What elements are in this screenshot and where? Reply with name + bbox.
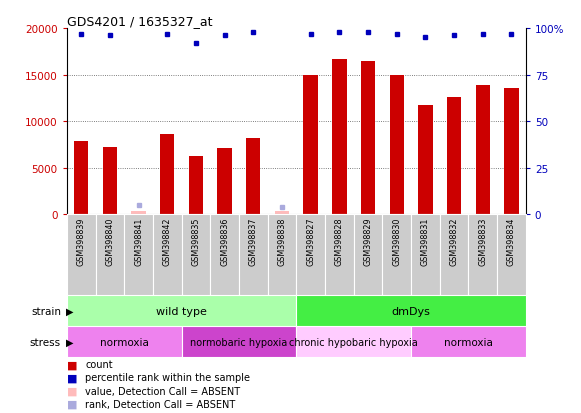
Bar [181,326,296,357]
Text: ■: ■ [67,373,77,382]
Text: stress: stress [30,337,61,347]
FancyBboxPatch shape [354,215,382,295]
Bar [67,295,296,326]
Text: ▶: ▶ [66,306,73,316]
Text: GSM398839: GSM398839 [77,217,85,266]
FancyBboxPatch shape [440,215,468,295]
Text: percentile rank within the sample: percentile rank within the sample [85,373,250,382]
Text: normoxia: normoxia [100,337,149,347]
Text: ■: ■ [67,399,77,409]
Bar [411,326,526,357]
Text: GSM398836: GSM398836 [220,217,229,266]
Bar [361,62,375,215]
Text: dmDys: dmDys [392,306,431,316]
FancyBboxPatch shape [497,215,526,295]
Bar [504,88,519,215]
FancyBboxPatch shape [239,215,268,295]
Text: GSM398831: GSM398831 [421,217,430,266]
Text: GSM398828: GSM398828 [335,217,344,266]
Text: GSM398840: GSM398840 [105,217,114,266]
Text: GSM398827: GSM398827 [306,217,315,266]
Bar [447,97,461,215]
Bar [131,212,146,215]
FancyBboxPatch shape [325,215,354,295]
FancyBboxPatch shape [181,215,210,295]
Bar [332,59,346,215]
FancyBboxPatch shape [95,215,124,295]
Text: GSM398834: GSM398834 [507,217,516,266]
Bar [296,326,411,357]
Text: count: count [85,359,113,369]
Text: ■: ■ [67,359,77,369]
Bar [246,138,260,215]
Text: GSM398830: GSM398830 [392,217,401,266]
Bar [303,75,318,215]
Text: GSM398838: GSM398838 [278,217,286,266]
FancyBboxPatch shape [67,215,95,295]
Text: GSM398835: GSM398835 [191,217,200,266]
Bar [74,141,88,215]
Bar [275,212,289,215]
Bar [189,156,203,215]
Text: GSM398837: GSM398837 [249,217,258,266]
Text: GDS4201 / 1635327_at: GDS4201 / 1635327_at [67,15,212,28]
Text: value, Detection Call = ABSENT: value, Detection Call = ABSENT [85,386,241,396]
Text: rank, Detection Call = ABSENT: rank, Detection Call = ABSENT [85,399,236,409]
Text: GSM398829: GSM398829 [364,217,372,266]
Text: strain: strain [31,306,61,316]
Bar [160,135,174,215]
Text: ■: ■ [67,386,77,396]
Text: GSM398841: GSM398841 [134,217,143,266]
FancyBboxPatch shape [296,215,325,295]
Bar [418,106,433,215]
Bar [217,149,232,215]
Text: ▶: ▶ [66,337,73,347]
Text: GSM398832: GSM398832 [450,217,458,266]
Text: GSM398833: GSM398833 [478,217,487,266]
Text: GSM398842: GSM398842 [163,217,172,266]
Text: normoxia: normoxia [444,337,493,347]
Bar [67,326,181,357]
Text: normobaric hypoxia: normobaric hypoxia [191,337,288,347]
Bar [296,295,526,326]
FancyBboxPatch shape [468,215,497,295]
FancyBboxPatch shape [210,215,239,295]
Bar [389,75,404,215]
FancyBboxPatch shape [153,215,181,295]
Text: wild type: wild type [156,306,207,316]
FancyBboxPatch shape [268,215,296,295]
FancyBboxPatch shape [382,215,411,295]
FancyBboxPatch shape [124,215,153,295]
Bar [476,85,490,215]
Bar [103,148,117,215]
Text: chronic hypobaric hypoxia: chronic hypobaric hypoxia [289,337,418,347]
FancyBboxPatch shape [411,215,440,295]
